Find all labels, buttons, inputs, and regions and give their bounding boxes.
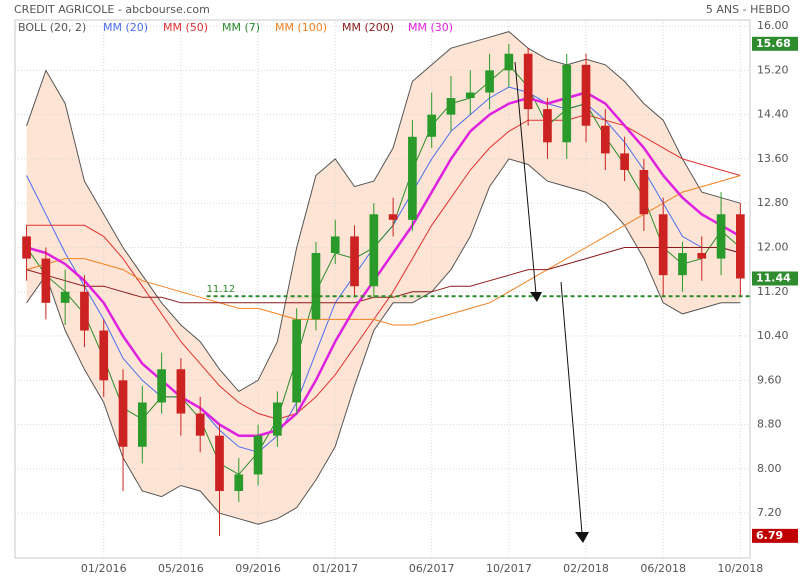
legend-label: BOLL (20, 2)	[18, 21, 86, 34]
plot-frame	[14, 19, 751, 559]
candle-body	[388, 214, 398, 220]
price-label: 15.68	[756, 37, 791, 50]
candle-body	[137, 402, 147, 447]
bollinger-lower	[26, 158, 741, 525]
x-tick-label: 02/2018	[563, 562, 609, 575]
trend-line	[560, 281, 583, 534]
x-tick-label: 09/2016	[235, 562, 281, 575]
candle-body	[234, 474, 244, 492]
candle-body	[41, 258, 51, 303]
candle-body	[253, 435, 263, 475]
plot-area: 11.12	[15, 20, 750, 558]
candle-body	[562, 64, 572, 143]
candle-body	[330, 236, 340, 254]
candle-body	[485, 70, 494, 93]
candle-body	[678, 253, 687, 276]
candle-body	[22, 236, 31, 259]
candle-body	[273, 402, 282, 436]
y-tick-label: 8.00	[757, 462, 782, 475]
candle-body	[504, 53, 514, 71]
legend-label: MM (7)	[222, 21, 260, 34]
y-tick-label: 10.40	[757, 329, 789, 342]
y-tick-label: 12.80	[757, 196, 789, 209]
x-tick-label: 10/2018	[718, 562, 764, 575]
trend-arrows	[514, 61, 589, 543]
candle-body	[369, 214, 379, 287]
candle-body	[176, 369, 186, 414]
y-tick-label: 7.20	[757, 506, 782, 519]
candle-body	[523, 53, 533, 110]
candle-body	[658, 214, 668, 276]
price-label-box	[752, 36, 798, 51]
y-tick-label: 16.00	[757, 19, 789, 32]
candle-body	[292, 319, 301, 403]
candle-body	[716, 214, 726, 259]
candle-body	[311, 253, 321, 320]
candle-body	[620, 153, 629, 170]
x-tick-label: 06/2017	[409, 562, 455, 575]
legend-label: MM (50)	[163, 21, 208, 34]
candle-body	[60, 291, 70, 303]
bollinger-band	[26, 31, 741, 525]
bollinger-upper	[26, 31, 741, 393]
candle-body	[80, 291, 89, 331]
candle-body	[600, 125, 610, 154]
candle-body	[195, 413, 205, 436]
legend-label: MM (100)	[275, 21, 327, 34]
trend-line	[514, 61, 537, 295]
candle-body	[99, 330, 109, 381]
chart-title: CREDIT AGRICOLE - abcbourse.com	[14, 3, 210, 16]
x-tick-label: 05/2016	[158, 562, 204, 575]
y-tick-label: 13.60	[757, 152, 789, 165]
moving-average	[26, 175, 741, 326]
support-label: 11.12	[207, 284, 236, 295]
candle-body	[427, 114, 437, 137]
candle-body	[408, 136, 417, 220]
y-tick-label: 12.00	[757, 240, 789, 253]
candle-body	[581, 64, 591, 126]
candle-body	[350, 236, 359, 287]
candle-body	[446, 98, 456, 115]
y-tick-label: 15.20	[757, 63, 789, 76]
x-tick-label: 01/2017	[312, 562, 358, 575]
candle-body	[465, 92, 475, 99]
arrow-head	[575, 532, 589, 543]
moving-average	[26, 91, 742, 437]
x-tick-label: 06/2018	[640, 562, 686, 575]
arrow-head	[530, 292, 542, 302]
candle-body	[157, 369, 166, 403]
candle-body	[736, 214, 745, 279]
chart-subtitle: 5 ANS - HEBDO	[706, 3, 790, 16]
price-label-box	[752, 271, 798, 286]
y-tick-label: 9.60	[757, 373, 782, 386]
x-tick-label: 10/2017	[486, 562, 532, 575]
y-tick-label: 11.20	[757, 285, 789, 298]
price-label: 11.44	[756, 271, 791, 284]
candle-body	[118, 380, 128, 447]
legend-label: MM (20)	[103, 21, 148, 34]
legend-label: MM (30)	[408, 21, 453, 34]
x-tick-label: 01/2016	[81, 562, 127, 575]
y-tick-label: 8.80	[757, 418, 782, 431]
legend: BOLL (20, 2) MM (20) MM (50) MM (7) MM (100)…	[18, 21, 453, 34]
candle-body	[697, 253, 707, 259]
moving-average	[26, 247, 741, 304]
candle-body	[543, 109, 552, 143]
moving-average	[26, 114, 741, 420]
legend-label: MM (200)	[342, 21, 394, 34]
y-tick-label: 14.40	[757, 108, 789, 121]
candle-body	[215, 435, 224, 492]
price-label: 6.79	[756, 529, 783, 542]
candle-body	[639, 169, 649, 215]
price-label-box	[752, 528, 798, 543]
